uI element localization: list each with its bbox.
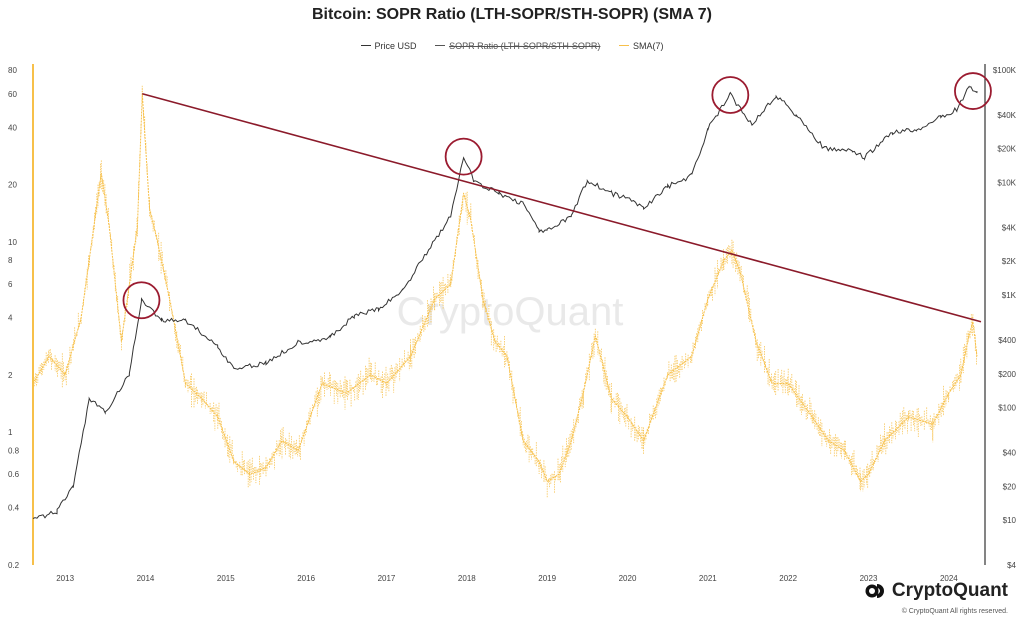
x-tick-label: 2015 xyxy=(217,574,235,583)
left-tick-label: 10 xyxy=(8,238,17,247)
x-tick-label: 2024 xyxy=(940,574,958,583)
left-tick-label: 0.4 xyxy=(8,504,20,513)
left-tick-label: 0.8 xyxy=(8,446,20,455)
plot-area xyxy=(32,72,992,519)
left-tick-label: 2 xyxy=(8,371,13,380)
legend-swatch-sma xyxy=(618,45,629,46)
x-tick-label: 2017 xyxy=(378,574,396,583)
left-tick-label: 40 xyxy=(8,123,17,132)
right-tick-label: $200 xyxy=(998,370,1016,379)
left-tick-label: 6 xyxy=(8,280,13,289)
left-tick-label: 80 xyxy=(8,66,17,75)
legend-label-price: Price USD xyxy=(374,40,417,51)
left-tick-label: 60 xyxy=(8,90,17,99)
copyright: © CryptoQuant All rights reserved. xyxy=(901,608,1008,615)
right-tick-label: $400 xyxy=(998,336,1016,345)
x-tick-label: 2022 xyxy=(779,574,797,583)
right-tick-label: $10 xyxy=(1003,516,1017,525)
highlight-circle xyxy=(122,281,161,320)
legend-item-price[interactable]: Price USD xyxy=(360,40,417,51)
right-tick-label: $20K xyxy=(997,145,1016,154)
right-tick-label: $40 xyxy=(1003,448,1017,457)
legend-label-sma: SMA(7) xyxy=(632,40,664,51)
right-tick-label: $2K xyxy=(1002,257,1017,266)
right-tick-label: $10K xyxy=(997,179,1016,188)
legend-label-sopr: SOPR Ratio (LTH-SOPR/STH-SOPR) xyxy=(449,40,601,51)
highlight-circle xyxy=(711,76,750,114)
brand-name: CryptoQuant xyxy=(891,580,1008,601)
x-tick-label: 2018 xyxy=(458,574,476,583)
chart-title: Bitcoin: SOPR Ratio (LTH-SOPR/STH-SOPR) … xyxy=(312,6,712,23)
legend: Price USD SOPR Ratio (LTH-SOPR/STH-SOPR)… xyxy=(0,38,1024,51)
left-tick-label: 0.2 xyxy=(8,561,20,570)
legend-swatch-price xyxy=(360,45,371,46)
right-tick-label: $40K xyxy=(997,111,1016,120)
left-tick-label: 8 xyxy=(8,256,13,265)
x-tick-label: 2023 xyxy=(860,574,878,583)
cryptoquant-logo-icon xyxy=(865,584,884,598)
right-tick-label: $20 xyxy=(1003,482,1017,491)
sma-line xyxy=(32,93,978,483)
x-tick-label: 2013 xyxy=(56,574,74,583)
legend-item-sopr[interactable]: SOPR Ratio (LTH-SOPR/STH-SOPR) xyxy=(435,41,600,51)
trendline xyxy=(142,92,982,323)
x-tick-label: 2020 xyxy=(619,574,637,583)
left-tick-label: 20 xyxy=(8,181,17,190)
legend-item-sma[interactable]: SMA(7) xyxy=(618,40,664,51)
right-tick-label: $1K xyxy=(1002,291,1017,300)
right-tick-label: $4K xyxy=(1002,223,1017,232)
right-axis: $100K $40K $20K $10K $4K $2K $1K $400 $200 $100 $4… xyxy=(993,66,1017,570)
right-tick-label: $100K xyxy=(993,66,1017,75)
legend-swatch-sopr xyxy=(435,45,446,46)
left-tick-label: 4 xyxy=(8,314,13,323)
x-axis: 2013 2014 2015 2016 2017 2018 2019 2020 2021 2022… xyxy=(56,574,958,583)
x-tick-label: 2014 xyxy=(137,574,155,583)
price-line xyxy=(32,85,978,519)
left-axis: 80 60 40 20 10 8 6 4 2 1 0.8 0.6 0.4 0.2 xyxy=(8,66,20,570)
highlight-circle xyxy=(954,72,992,110)
x-tick-label: 2019 xyxy=(538,574,556,583)
right-tick-label: $4 xyxy=(1007,561,1016,570)
left-tick-label: 1 xyxy=(8,428,13,437)
left-tick-label: 0.6 xyxy=(8,470,20,479)
highlight-circle xyxy=(444,137,483,176)
brand-logo: CryptoQuant xyxy=(865,580,1008,602)
x-tick-label: 2016 xyxy=(297,574,315,583)
right-tick-label: $100 xyxy=(998,404,1016,413)
x-tick-label: 2021 xyxy=(699,574,717,583)
